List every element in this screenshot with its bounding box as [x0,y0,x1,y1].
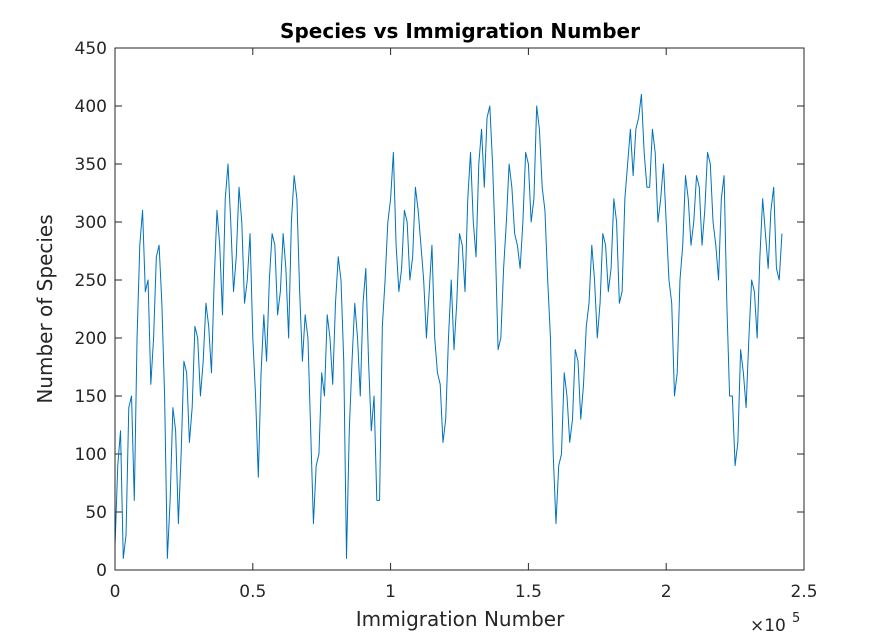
x-tick-label: 2.5 [790,582,817,602]
y-axis-label: Number of Species [33,214,57,403]
chart-title: Species vs Immigration Number [280,19,640,43]
y-tick-label: 350 [75,155,107,175]
x-exponent-base: ×10 [750,616,786,636]
plot-area [115,48,804,570]
x-tick-label: 2 [661,582,672,602]
y-tick-label: 400 [75,97,107,117]
x-tick-label: 0.5 [239,582,266,602]
x-tick-label: 1.5 [515,582,542,602]
y-tick-label: 300 [75,213,107,233]
x-tick-label: 0 [110,582,121,602]
y-tick-label: 200 [75,329,107,349]
y-tick-label: 450 [75,39,107,59]
y-tick-label: 250 [75,271,107,291]
x-axis-label: Immigration Number [356,607,565,631]
x-tick-label: 1 [385,582,396,602]
x-exponent: 5 [792,611,800,626]
y-tick-label: 0 [96,561,107,581]
axes-box [114,47,805,571]
data-line [114,93,783,559]
y-tick-label: 100 [75,445,107,465]
y-tick-label: 150 [75,387,107,407]
y-tick-label: 50 [85,503,107,523]
